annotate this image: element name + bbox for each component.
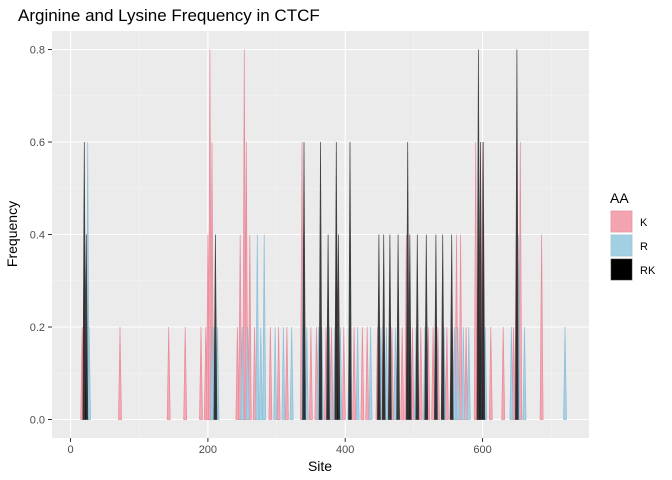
data-spike-K [464, 326, 468, 420]
data-spike-K [235, 326, 240, 420]
data-spike-R [258, 326, 263, 420]
data-spike-K [276, 326, 281, 420]
data-spike-RK [84, 234, 89, 420]
legend-label-K: K [640, 217, 648, 229]
x-tick-label: 200 [199, 444, 217, 456]
data-spike-R [87, 326, 91, 420]
data-spike-K [268, 326, 273, 420]
data-spike-K [247, 234, 252, 420]
y-tick-label: 0.6 [30, 137, 45, 149]
data-spike-RK [449, 234, 454, 420]
y-axis-title: Frequency [4, 201, 20, 267]
data-spike-K [539, 234, 544, 420]
data-spike-RK [407, 234, 412, 420]
data-spike-R [455, 326, 460, 420]
data-spike-RK [481, 141, 486, 420]
chart-title: Arginine and Lysine Frequency in CTCF [18, 6, 320, 25]
data-spike-R [384, 326, 389, 420]
data-spike-K [444, 326, 449, 420]
data-spike-RK [405, 141, 410, 420]
data-spike-RK [326, 234, 330, 420]
y-axis: 0.0 0.2 0.4 0.6 0.8 [30, 45, 52, 427]
legend-swatch-RK [610, 258, 633, 281]
data-spike-R [245, 326, 250, 420]
x-tick-label: 400 [336, 444, 354, 456]
data-spike-RK [415, 234, 420, 420]
series-layer [80, 49, 567, 420]
legend-title: AA [610, 190, 629, 206]
x-tick-label: 0 [67, 444, 73, 456]
x-axis: 0 200 400 600 [67, 438, 492, 456]
legend-swatch-R [610, 234, 633, 257]
data-spike-RK [348, 141, 352, 420]
data-spike-K [284, 326, 289, 420]
legend-swatch-K [610, 210, 633, 233]
data-spike-R [255, 234, 260, 420]
y-tick-label: 0.8 [30, 45, 45, 57]
y-tick-label: 0.4 [30, 230, 45, 242]
data-spike-K [488, 326, 493, 420]
y-tick-label: 0.0 [30, 415, 45, 427]
data-spike-RK [424, 234, 429, 420]
data-spike-RK [478, 141, 483, 420]
data-spike-RK [336, 234, 341, 420]
data-spike-R [466, 326, 471, 420]
data-spike-K [360, 326, 365, 420]
data-spike-K [410, 326, 415, 420]
data-spike-K [183, 326, 188, 420]
data-spike-R [289, 326, 294, 420]
data-spike-R [262, 234, 267, 420]
x-tick-label: 600 [473, 444, 491, 456]
data-spike-R [509, 326, 514, 420]
legend-label-R: R [640, 241, 648, 253]
data-spike-R [393, 326, 398, 420]
data-spike-R [240, 326, 245, 420]
series-RK [82, 49, 519, 420]
data-spike-R [368, 326, 373, 420]
data-spike-K [501, 326, 506, 420]
data-spike-RK [377, 234, 381, 420]
data-spike-K [252, 326, 257, 420]
data-spike-RK [387, 234, 392, 420]
data-spike-R [304, 326, 309, 420]
data-spike-R [273, 326, 278, 420]
data-spike-RK [434, 234, 438, 420]
data-spike-RK [396, 234, 400, 420]
data-spike-R [355, 326, 360, 420]
data-spike-K [199, 326, 203, 420]
data-spike-RK [213, 234, 218, 420]
data-spike-K [418, 326, 423, 420]
data-spike-R [461, 326, 466, 420]
data-spike-RK [318, 141, 323, 420]
data-spike-R [522, 326, 527, 420]
data-spike-K [473, 141, 478, 420]
legend: AA KR RK [610, 190, 656, 281]
data-spike-R [563, 326, 567, 420]
data-spike-R [452, 326, 457, 420]
data-spike-K [166, 326, 171, 420]
data-spike-R [281, 326, 286, 420]
data-spike-K [118, 326, 122, 420]
data-spike-K [309, 326, 313, 420]
data-spike-K [431, 326, 435, 420]
data-spike-RK [334, 141, 339, 420]
data-spike-K [352, 326, 357, 420]
data-spike-RK [381, 234, 386, 420]
data-spike-RK [515, 49, 519, 420]
data-spike-K [238, 234, 243, 420]
data-spike-K [365, 326, 370, 420]
data-spike-K [400, 326, 405, 420]
data-spike-RK [440, 234, 445, 420]
legend-label-RK: RK [640, 265, 656, 277]
data-spike-K [341, 326, 346, 420]
x-axis-title: Site [308, 458, 332, 474]
y-tick-label: 0.2 [30, 322, 45, 334]
data-spike-RK [302, 141, 306, 420]
data-spike-K [458, 234, 463, 420]
